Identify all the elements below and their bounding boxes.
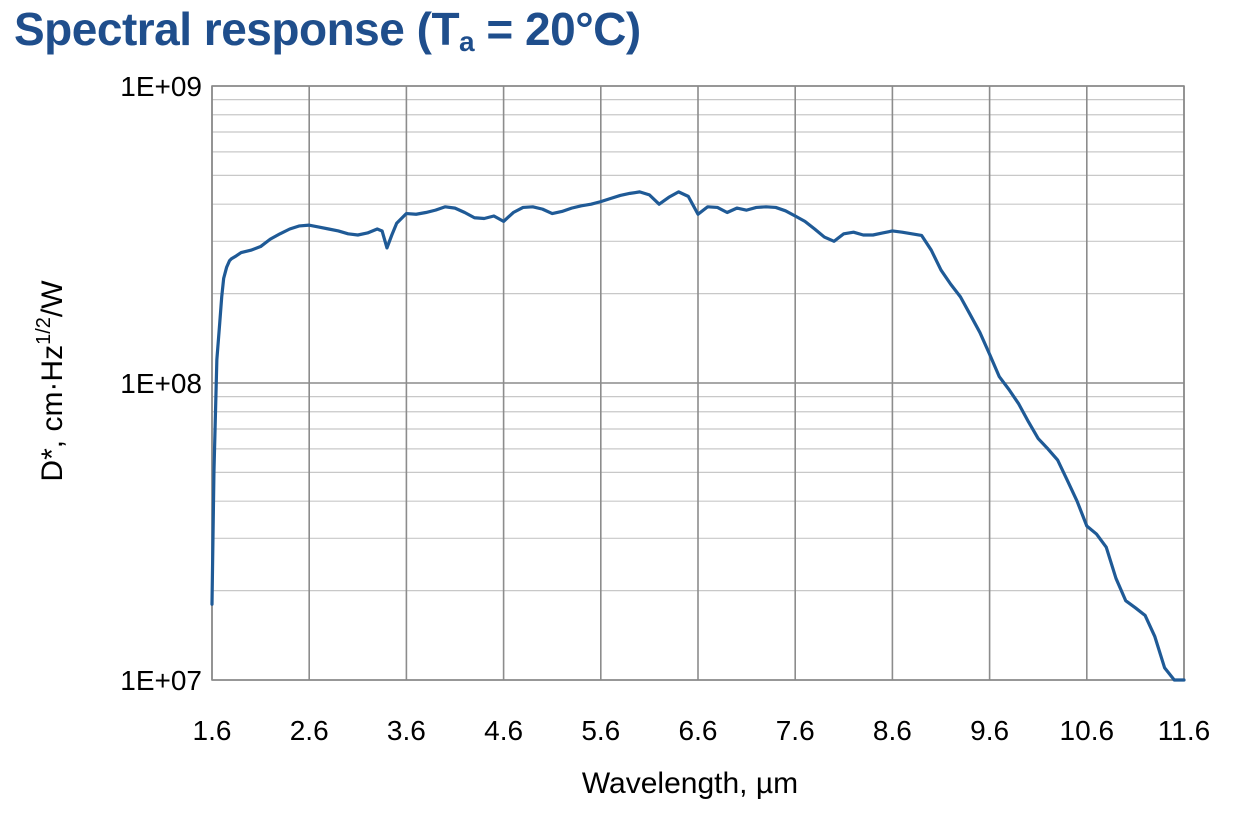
x-tick-label: 1.6	[193, 715, 232, 746]
x-tick-label: 11.6	[1158, 715, 1210, 746]
x-tick-label: 8.6	[873, 715, 912, 746]
title-main: Spectral response (T	[14, 3, 460, 55]
title-subscript: a	[459, 26, 475, 57]
x-tick-label: 9.6	[970, 715, 1009, 746]
y-axis-label: D*, cm·Hz1/2/W	[33, 280, 69, 482]
y-tick-labels: 1E+07 1E+08 1E+09	[120, 71, 202, 696]
x-tick-label: 7.6	[776, 715, 815, 746]
x-tick-labels: 1.6 2.6 3.6 4.6 5.6 6.6 7.6 8.6 9.6 10.6 11.6	[193, 715, 1211, 746]
y-tick-label: 1E+08	[120, 368, 202, 399]
y-label-pre: D*, cm·Hz	[36, 345, 69, 482]
x-tick-label: 6.6	[679, 715, 718, 746]
y-tick-label: 1E+09	[120, 71, 202, 102]
title-tail: = 20°C)	[474, 3, 641, 55]
x-tick-label: 4.6	[484, 715, 523, 746]
x-tick-label: 3.6	[387, 715, 426, 746]
y-label-sup: 1/2	[33, 317, 55, 345]
x-tick-label: 10.6	[1060, 715, 1115, 746]
y-tick-label: 1E+07	[120, 665, 202, 696]
x-tick-label: 2.6	[290, 715, 329, 746]
y-label-post: /W	[36, 280, 69, 317]
x-axis-label: Wavelength, µm	[582, 767, 798, 800]
d-star-series-line	[210, 190, 1186, 682]
plot-frame	[211, 85, 1185, 681]
x-tick-label: 5.6	[581, 715, 620, 746]
chart-title: Spectral response (Ta = 20°C)	[14, 2, 641, 58]
